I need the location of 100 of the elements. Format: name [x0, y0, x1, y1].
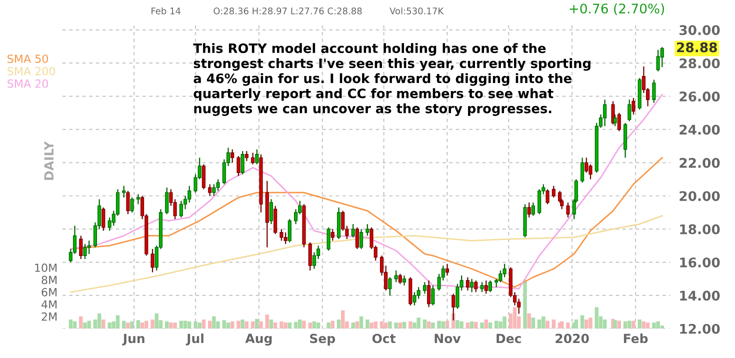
- candlestick: [632, 97, 636, 116]
- bar: [336, 319, 341, 329]
- candlestick: [244, 150, 248, 162]
- bar: [212, 316, 216, 329]
- bar: [116, 315, 120, 329]
- candlestick: [394, 270, 398, 283]
- y-tick-label: 20.00: [680, 191, 720, 202]
- candlestick: [416, 286, 420, 300]
- x-tick-label: Dec: [496, 334, 521, 344]
- bar: [546, 320, 550, 329]
- candlestick: [431, 284, 435, 306]
- candlestick: [79, 235, 83, 260]
- annotation: 28.88: [677, 42, 717, 52]
- bar: [122, 320, 126, 329]
- bar: [366, 319, 370, 329]
- bar: [466, 322, 470, 329]
- candlestick: [470, 278, 474, 293]
- bar: [460, 321, 464, 329]
- bar: [416, 318, 420, 329]
- bar: [617, 320, 622, 329]
- bar: [537, 319, 542, 329]
- candlestick: [83, 243, 87, 260]
- bar: [341, 310, 345, 329]
- bar: [154, 313, 158, 329]
- candlestick: [330, 228, 334, 242]
- text: Vol:530.17K: [390, 7, 444, 14]
- bar: [628, 320, 632, 329]
- candlestick: [136, 194, 140, 205]
- bar: [198, 322, 202, 329]
- candlestick: [165, 187, 169, 215]
- bar: [284, 322, 288, 329]
- bar: [330, 320, 334, 329]
- bar: [502, 316, 506, 329]
- bar: [431, 322, 435, 329]
- candlestick: [660, 46, 664, 68]
- y-tick-label: 24.00: [680, 124, 720, 135]
- bar: [126, 322, 130, 329]
- bar: [302, 320, 306, 329]
- candlestick: [102, 206, 106, 232]
- candlestick: [580, 157, 584, 184]
- candlestick: [427, 280, 431, 308]
- candlestick: [611, 100, 615, 126]
- bar: [580, 315, 584, 329]
- y2-tick-label: 10M: [35, 264, 57, 272]
- bar: [632, 320, 636, 329]
- bar: [326, 322, 330, 329]
- bar: [588, 318, 592, 329]
- x-tick-label: Nov: [434, 334, 461, 344]
- bar: [638, 319, 642, 329]
- bar: [646, 322, 650, 329]
- candlestick: [122, 185, 126, 198]
- bar: [542, 316, 546, 329]
- candlestick: [251, 152, 255, 165]
- candlestick: [150, 248, 154, 273]
- bar: [173, 322, 177, 329]
- bar: [584, 319, 588, 329]
- text: SMA 50: [8, 54, 48, 63]
- bar: [523, 280, 527, 329]
- x-tick-label: Jul: [186, 334, 204, 346]
- candlestick: [617, 112, 621, 132]
- bar: [102, 319, 106, 329]
- candlestick: [603, 99, 607, 127]
- candlestick: [531, 202, 535, 216]
- y-tick-label: 22.00: [680, 158, 720, 168]
- candlestick: [269, 198, 274, 225]
- candlestick: [445, 263, 450, 276]
- bar: [656, 321, 660, 329]
- candlestick: [360, 228, 364, 250]
- bar: [594, 307, 599, 329]
- candlestick: [546, 188, 550, 205]
- candlestick: [284, 232, 288, 245]
- line-series: [70, 215, 663, 293]
- bar: [494, 320, 498, 329]
- candlestick: [130, 196, 134, 214]
- text: +0.76 (2.70%): [570, 3, 664, 16]
- bar: [552, 319, 556, 329]
- x-tick-label: Oct: [372, 334, 396, 344]
- bar: [359, 316, 364, 329]
- candlestick: [527, 202, 531, 218]
- candlestick: [326, 226, 330, 252]
- bar: [179, 320, 184, 329]
- bar: [374, 321, 378, 329]
- y2-tick-label: 6M: [42, 288, 57, 296]
- bar: [136, 320, 140, 329]
- y-tick-label: 30.00: [680, 25, 720, 36]
- candlestick: [288, 218, 292, 243]
- candlestick: [422, 282, 427, 294]
- candlestick: [584, 157, 588, 174]
- bar: [456, 320, 460, 329]
- bar: [240, 319, 244, 329]
- candlestick: [202, 164, 206, 190]
- candlestick: [552, 185, 556, 198]
- candlestick: [502, 263, 506, 278]
- annotation: This ROTY model account holding has one of the strongest charts I've seen this year, currently sporting a 46% gain for us. I look forward to digging into the quarterly report and CC for members to see what nuggets we can uncover as the story progresses.: [193, 43, 590, 116]
- candlestick: [351, 224, 355, 238]
- bar: [408, 321, 412, 329]
- candlestick: [280, 228, 284, 242]
- bar: [150, 319, 154, 329]
- candlestick: [212, 184, 216, 196]
- text: SMA 200: [8, 66, 56, 76]
